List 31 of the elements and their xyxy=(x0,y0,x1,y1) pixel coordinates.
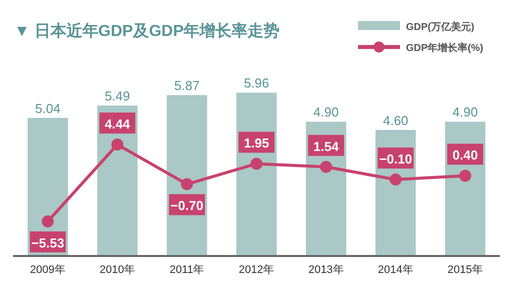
point xyxy=(320,160,332,173)
x-tick-label: 2010年 xyxy=(100,264,136,276)
legend-label: GDP(万亿美元) xyxy=(406,21,474,33)
data-label: 5.04 xyxy=(35,100,60,116)
point xyxy=(180,178,193,190)
x-tick-label: 2015年 xyxy=(447,264,483,276)
data-label: 4.90 xyxy=(452,104,478,120)
chart-title: ▼ 日本近年GDP及GDP年增长率走势 xyxy=(14,21,280,40)
data-label: 1.54 xyxy=(313,138,340,154)
point xyxy=(390,174,402,186)
data-label: −5.53 xyxy=(31,235,64,250)
data-label: 4.44 xyxy=(104,116,131,132)
data-label: −0.70 xyxy=(170,198,204,214)
point xyxy=(250,158,262,170)
data-label: 5.96 xyxy=(244,76,270,91)
x-tick-label: 2014年 xyxy=(378,264,414,276)
legend-label: GDP年增长率(%) xyxy=(406,42,484,54)
data-label: 4.90 xyxy=(313,104,339,120)
data-label: 5.87 xyxy=(174,78,200,94)
point xyxy=(42,215,54,228)
point xyxy=(111,138,124,151)
data-label: 4.60 xyxy=(382,112,408,128)
point xyxy=(459,170,472,182)
x-tick-label: 2013年 xyxy=(308,264,344,276)
x-tick-label: 2011年 xyxy=(170,264,204,276)
x-tick-label: 2012年 xyxy=(238,264,274,276)
data-label: 5.49 xyxy=(104,88,130,104)
x-tick-label: 2009年 xyxy=(30,264,66,276)
data-label: −0.10 xyxy=(379,152,412,167)
data-label: 0.40 xyxy=(452,148,478,163)
data-label: 1.95 xyxy=(244,136,270,151)
